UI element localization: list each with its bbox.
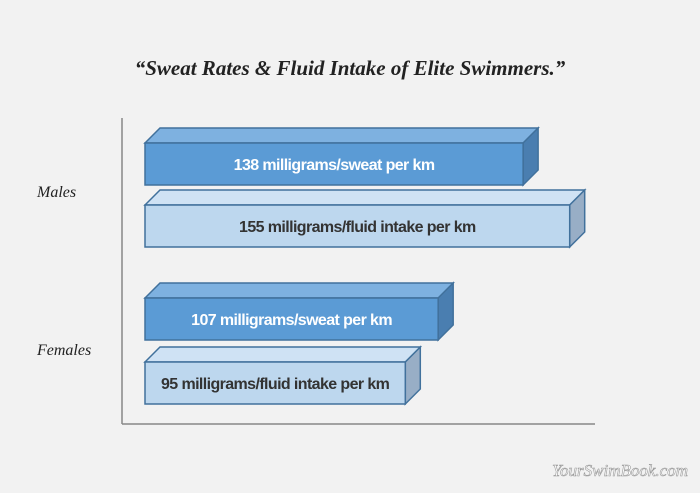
chart-title: “Sweat Rates & Fluid Intake of Elite Swi…: [135, 56, 566, 80]
bar-top-face: [143, 346, 423, 363]
category-label-males: Males: [36, 184, 76, 201]
bar-females-fluid: 95 milligrams/fluid intake per km: [143, 345, 423, 406]
bar-females-sweat: 107 milligrams/sweat per km: [143, 281, 455, 342]
bar-front-face: [144, 297, 439, 341]
bar-data-label: 95 milligrams/fluid intake per km: [161, 376, 390, 393]
bar-males-fluid: 155 milligrams/fluid intake per km: [143, 188, 587, 249]
bar-top-face: [143, 189, 587, 206]
watermark: YourSwimBook.com: [552, 461, 688, 480]
bar-data-label: 107 milligrams/sweat per km: [191, 312, 392, 329]
bar-front-face: [144, 204, 571, 248]
bar-data-label: 138 milligrams/sweat per km: [234, 157, 435, 174]
category-label-females: Females: [36, 342, 91, 359]
bar-front-face: [144, 142, 524, 186]
bar-data-label: 155 milligrams/fluid intake per km: [239, 219, 476, 236]
bar-males-sweat: 138 milligrams/sweat per km: [143, 126, 540, 187]
bar-top-face: [143, 282, 455, 299]
bar-front-face: [144, 361, 407, 405]
bar-top-face: [143, 127, 540, 144]
